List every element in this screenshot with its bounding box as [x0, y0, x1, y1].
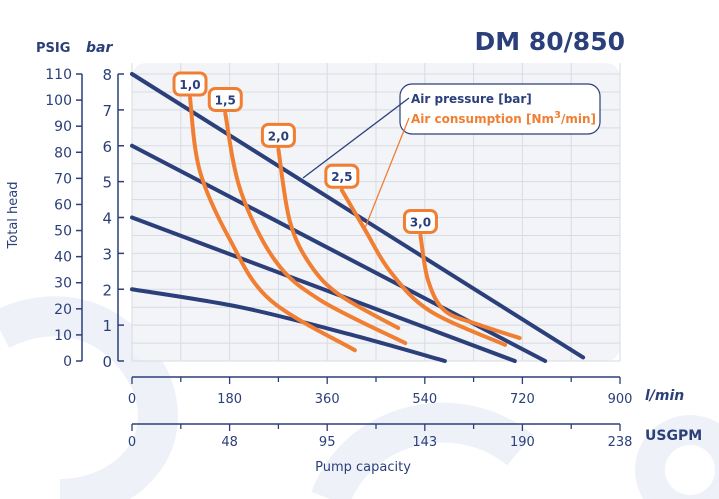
y-axis-label: Total head — [6, 182, 21, 250]
curve-label: 1,5 — [215, 93, 236, 107]
x-tick-label: 180 — [217, 392, 242, 407]
x-tick-label: 143 — [412, 435, 437, 450]
x-tick-label: 190 — [510, 435, 535, 450]
x-tick-label: 360 — [315, 392, 340, 407]
y-tick-label-bar: 2 — [102, 281, 112, 299]
air-consumption-curve — [223, 111, 408, 346]
y-tick-label-psig: 40 — [54, 250, 72, 266]
y-tick-label-psig: 30 — [54, 276, 72, 292]
x-unit-lmin: l/min — [645, 388, 684, 404]
chart-title: DM 80/850 — [475, 27, 625, 56]
legend-box — [399, 83, 601, 135]
curve-label-box — [402, 208, 438, 234]
legend-air-consumption: Air consumption [Nm3/min] — [411, 110, 596, 126]
curve-label: 1,0 — [179, 78, 200, 92]
y-unit-psig: PSIG — [36, 41, 70, 56]
x-tick-label: 238 — [608, 435, 633, 450]
y-tick-label-bar: 6 — [102, 138, 112, 156]
y-tick-label-psig: 20 — [54, 302, 72, 318]
y-tick-label-bar: 1 — [102, 317, 112, 335]
air-consumption-curve — [188, 96, 357, 353]
air-pressure-line — [130, 287, 447, 363]
y-tick-label-psig: 0 — [63, 354, 72, 370]
air-consumption-curve — [339, 188, 508, 347]
y-tick-label-psig: 10 — [54, 328, 72, 344]
y-tick-label-psig: 100 — [45, 93, 72, 109]
curve-label: 3,0 — [410, 215, 431, 229]
legend-air-pressure: Air pressure [bar] — [411, 92, 532, 106]
y-tick-label-bar: 3 — [102, 245, 112, 263]
x-unit-usgpm: USGPM — [645, 428, 702, 444]
legend-pointer-pressure — [302, 97, 410, 179]
y-tick-label-psig: 110 — [45, 67, 72, 83]
y-unit-bar: bar — [86, 40, 113, 56]
y-tick-label-bar: 8 — [102, 66, 112, 84]
x-tick-label: 0 — [128, 392, 136, 407]
x-tick-label: 900 — [608, 392, 633, 407]
x-tick-label: 48 — [221, 435, 238, 450]
curve-label: 2,5 — [331, 170, 352, 184]
y-tick-label-psig: 90 — [54, 119, 72, 135]
curve-label-box — [207, 86, 243, 112]
y-tick-label-bar: 4 — [102, 210, 112, 228]
y-tick-label-psig: 70 — [54, 171, 72, 187]
air-pressure-line — [130, 215, 517, 363]
legend-pointer-consumption — [364, 117, 410, 229]
y-tick-label-psig: 50 — [54, 224, 72, 240]
y-tick-label-bar: 5 — [102, 174, 112, 192]
x-tick-label: 720 — [510, 392, 535, 407]
watermark — [0, 296, 719, 499]
curve-label: 2,0 — [268, 129, 289, 143]
air-consumption-curve — [418, 233, 522, 341]
curve-label-box — [324, 163, 360, 189]
y-tick-label-psig: 80 — [54, 145, 72, 161]
y-tick-label-bar: 0 — [102, 353, 112, 371]
x-tick-label: 0 — [128, 435, 136, 450]
legend: Air pressure [bar] Air consumption [Nm3/… — [302, 83, 601, 229]
x-tick-label: 95 — [319, 435, 336, 450]
y-tick-label-psig: 60 — [54, 197, 72, 213]
curve-label-box — [260, 122, 296, 148]
curve-label-box — [172, 71, 208, 97]
y-tick-label-bar: 7 — [102, 102, 112, 120]
air-consumption-curve — [276, 147, 401, 330]
x-axis-label: Pump capacity — [315, 460, 411, 475]
x-tick-label: 540 — [412, 392, 437, 407]
